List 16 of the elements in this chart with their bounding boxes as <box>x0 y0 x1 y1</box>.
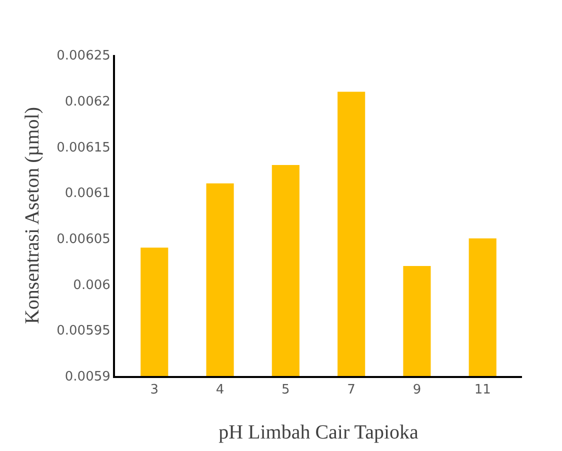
x-tick-label: 9 <box>412 382 422 398</box>
y-tick-label: 0.0059 <box>64 370 110 385</box>
y-tick-label: 0.00605 <box>56 232 110 247</box>
x-tick-label: 11 <box>474 382 491 398</box>
x-tick-label: 5 <box>282 382 290 398</box>
y-tick-label: 0.006 <box>73 278 110 293</box>
y-tick-label: 0.00615 <box>56 140 110 156</box>
y-axis-title: Konsentrasi Aseton (µmol) <box>22 106 44 324</box>
y-tick-label: 0.00595 <box>56 324 110 339</box>
x-tick-label: 3 <box>150 382 159 398</box>
y-tick-label: 0.0061 <box>64 186 110 202</box>
y-tick-label: 0.0062 <box>64 94 110 110</box>
x-tick-label: 4 <box>216 382 224 398</box>
x-axis-title: pH Limbah Cair Tapioka <box>218 422 419 444</box>
x-tick-label: 7 <box>347 382 356 398</box>
y-tick-label: 0.00625 <box>56 48 110 64</box>
